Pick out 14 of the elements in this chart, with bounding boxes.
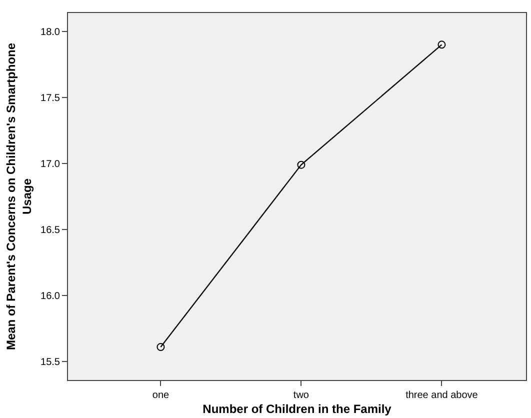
y-axis-title: Mean of Parent's Concerns on Children's Smartphone Usage xyxy=(4,42,34,350)
y-tick-label: 16.0 xyxy=(40,291,60,302)
x-tick-label: three and above xyxy=(406,390,478,401)
point xyxy=(438,40,446,49)
point xyxy=(297,160,306,169)
x-axis-title: Number of Children in the Family xyxy=(202,402,392,416)
x-tick-label: one xyxy=(152,390,170,401)
y-tick-label: 16.5 xyxy=(40,225,60,236)
y-tick-label: 17.5 xyxy=(40,92,60,104)
x-tick-label: two xyxy=(293,390,310,401)
point xyxy=(156,343,165,351)
y-tick-label: 18.0 xyxy=(40,26,60,38)
y-tick-label: 15.5 xyxy=(40,357,60,368)
y-tick-label: 17.0 xyxy=(40,159,60,170)
